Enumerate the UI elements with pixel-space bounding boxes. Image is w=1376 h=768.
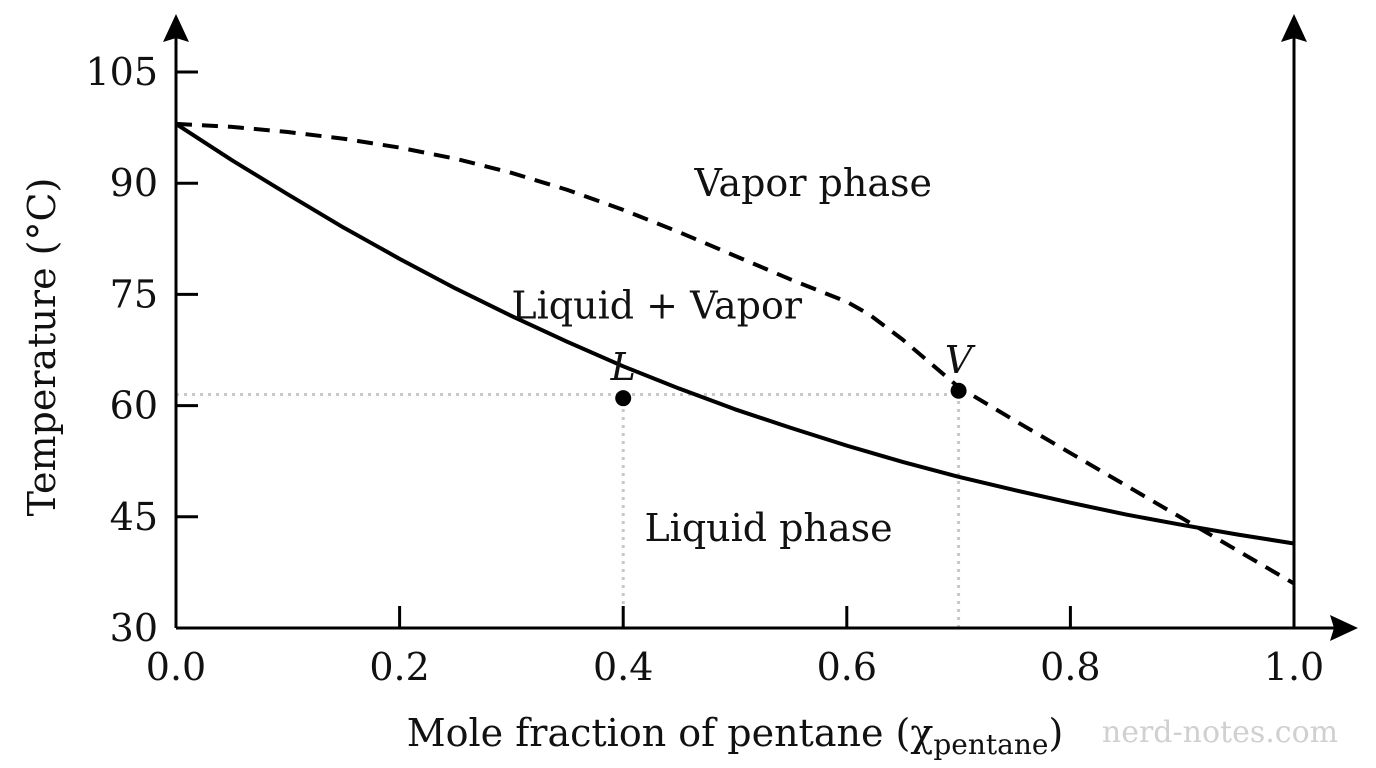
- point-l: [615, 390, 632, 407]
- x-tick-label: 0.2: [369, 645, 429, 689]
- right-axis-arrow: [1281, 14, 1307, 42]
- x-axis-title-subscript: pentane: [933, 728, 1048, 761]
- x-axis-title-suffix: ): [1048, 711, 1063, 755]
- y-axis-title: Temperature (°C): [20, 178, 64, 517]
- y-tick-label: 60: [110, 384, 158, 428]
- region-label: Liquid phase: [644, 506, 892, 550]
- x-tick-label: 0.4: [593, 645, 653, 689]
- series-layer: [174, 121, 1296, 586]
- watermark: nerd-notes.com: [1102, 715, 1338, 750]
- y-tick-label: 105: [85, 50, 158, 94]
- x-axis-title-main: Mole fraction of pentane (χ: [407, 711, 934, 755]
- x-tick-label: 0.0: [146, 645, 206, 689]
- vapor-curve-dashed: [175, 121, 1296, 586]
- x-tick-label: 1.0: [1264, 645, 1324, 689]
- axes: [163, 14, 1358, 641]
- reference-lines: [176, 390, 961, 628]
- point-label-l: L: [610, 345, 636, 389]
- point-v: [950, 382, 967, 399]
- y-axis-arrow: [163, 14, 189, 42]
- x-tick-label: 0.8: [1040, 645, 1100, 689]
- ticks: 0.0 0.2 0.4 0.6 0.8 1.0 30 45 60 75 90 105: [85, 50, 1324, 689]
- x-axis-arrow: [1330, 615, 1358, 641]
- x-tick-label: 0.6: [817, 645, 877, 689]
- region-label: Vapor phase: [694, 161, 933, 205]
- y-tick-label: 45: [110, 495, 158, 539]
- y-tick-label: 90: [110, 161, 158, 205]
- labels: Mole fraction of pentane (χpentane) Temp…: [20, 161, 1338, 761]
- region-label: Liquid + Vapor: [511, 284, 802, 328]
- y-tick-label: 75: [110, 272, 158, 316]
- liquid-curve-solid: [174, 122, 1295, 546]
- y-tick-label: 30: [110, 606, 158, 650]
- x-axis-title: Mole fraction of pentane (χpentane): [407, 711, 1064, 761]
- point-label-v: V: [945, 338, 976, 382]
